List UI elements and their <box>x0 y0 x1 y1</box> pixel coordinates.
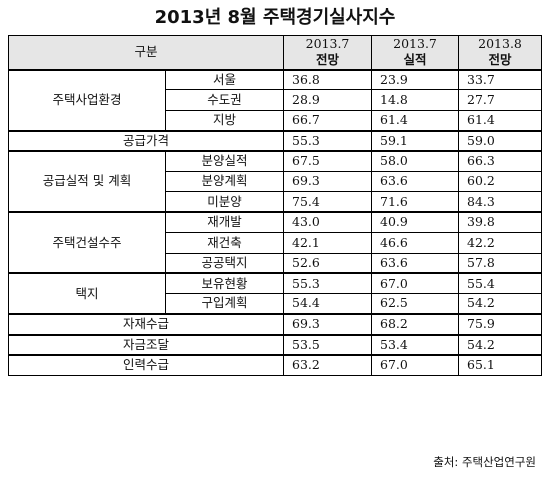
cell-value: 67.5 <box>283 150 373 172</box>
cell-value: 36.8 <box>283 68 373 91</box>
cell-value: 75.9 <box>458 313 543 336</box>
table-row: 주택사업환경 서울 36.8 23.9 33.7 <box>8 68 543 132</box>
cell-value: 63.6 <box>371 252 460 274</box>
cell-value: 57.8 <box>458 252 543 274</box>
cell-value: 43.0 <box>283 211 373 234</box>
table-row: 택지 보유현황 55.3 67.0 55.4 <box>8 272 543 315</box>
cell-value: 53.5 <box>283 333 373 356</box>
group-label-housing-env: 주택사업환경 <box>8 68 166 132</box>
cell-value: 59.0 <box>458 129 543 152</box>
row-label: 재개발 <box>164 211 285 234</box>
row-label-supply-price: 공급가격 <box>7 129 285 152</box>
cell-value: 54.4 <box>283 293 373 315</box>
cell-value: 69.3 <box>283 313 373 336</box>
row-label: 서울 <box>164 68 285 91</box>
cell-value: 58.0 <box>371 150 460 172</box>
cell-value: 66.3 <box>458 150 543 172</box>
cell-value: 75.4 <box>283 191 373 213</box>
table-row: 자금조달 53.5 53.4 54.2 <box>7 333 543 356</box>
table-row: 자재수급 69.3 68.2 75.9 <box>7 313 543 336</box>
table-row: 공급실적 및 계획 분양실적 67.5 58.0 66.3 <box>8 150 543 213</box>
row-label: 지방 <box>164 109 285 132</box>
group-label-construction: 주택건설수주 <box>8 211 166 274</box>
row-label: 미분양 <box>164 191 285 213</box>
row-label: 수도권 <box>164 89 285 111</box>
cell-value: 52.6 <box>283 252 373 274</box>
header-col-3-period: 2013.8 <box>478 36 522 52</box>
cell-value: 54.2 <box>458 293 543 315</box>
group-label-supply-perf: 공급실적 및 계획 <box>8 150 166 213</box>
group-label-land: 택지 <box>8 272 166 315</box>
table-row: 구입계획 54.4 62.5 54.2 <box>9 293 543 315</box>
cell-value: 53.4 <box>371 333 460 356</box>
cell-value: 63.2 <box>283 353 373 376</box>
cell-value: 69.3 <box>283 170 373 193</box>
cell-value: 63.6 <box>371 170 460 193</box>
source-note: 출처: 주택산업연구원 <box>433 455 536 469</box>
header-col-1: 2013.7 전망 <box>283 35 373 70</box>
cell-value: 33.7 <box>458 68 543 91</box>
header-col-1-period: 2013.7 <box>305 36 350 52</box>
row-label: 재건축 <box>164 232 285 254</box>
header-col-2-period: 2013.7 <box>393 36 437 52</box>
table-row: 재건축 42.1 46.6 42.2 <box>9 232 543 254</box>
row-label: 보유현황 <box>164 272 285 295</box>
cell-value: 42.1 <box>283 232 373 254</box>
cell-value: 68.2 <box>371 313 460 336</box>
cell-value: 65.1 <box>458 353 543 376</box>
cell-value: 71.6 <box>371 191 460 213</box>
cell-value: 14.8 <box>371 89 460 111</box>
header-col-2-type: 실적 <box>403 52 427 68</box>
table-row: 미분양 75.4 71.6 84.3 <box>9 191 543 213</box>
cell-value: 27.7 <box>458 89 543 111</box>
header-col-3-type: 전망 <box>488 52 512 68</box>
row-label-labor: 인력수급 <box>7 353 285 376</box>
cell-value: 84.3 <box>458 191 543 213</box>
header-col-3: 2013.8 전망 <box>458 35 543 70</box>
cell-value: 60.2 <box>458 170 543 193</box>
cell-value: 61.4 <box>458 109 543 132</box>
cell-value: 46.6 <box>371 232 460 254</box>
row-label-materials: 자재수급 <box>7 313 285 336</box>
table-row: 공급가격 55.3 59.1 59.0 <box>7 129 543 152</box>
row-label: 공공택지 <box>164 252 285 274</box>
header-col-1-type: 전망 <box>316 52 340 68</box>
cell-value: 62.5 <box>371 293 460 315</box>
cell-value: 55.3 <box>283 129 373 152</box>
cell-value: 59.1 <box>371 129 460 152</box>
cell-value: 40.9 <box>371 211 460 234</box>
cell-value: 23.9 <box>371 68 460 91</box>
cell-value: 67.0 <box>371 353 460 376</box>
table-header-row: 구분 2013.7 전망 2013.7 실적 2013.8 전망 <box>7 35 543 70</box>
cell-value: 28.9 <box>283 89 373 111</box>
cell-value: 66.7 <box>283 109 373 132</box>
table-row: 인력수급 63.2 67.0 65.1 <box>7 353 543 376</box>
cell-value: 54.2 <box>458 333 543 356</box>
header-category: 구분 <box>7 35 285 70</box>
table-row: 주택건설수주 재개발 43.0 40.9 39.8 <box>8 211 543 274</box>
row-label: 분양계획 <box>164 170 285 193</box>
bsi-table: 구분 2013.7 전망 2013.7 실적 2013.8 전망 주택사업환경 … <box>7 35 543 376</box>
header-col-2: 2013.7 실적 <box>371 35 460 70</box>
cell-value: 42.2 <box>458 232 543 254</box>
page-title: 2013년 8월 주택경기실사지수 <box>154 7 396 28</box>
row-label: 분양실적 <box>164 150 285 172</box>
cell-value: 67.0 <box>371 272 460 295</box>
cell-value: 55.4 <box>458 272 543 295</box>
row-label: 구입계획 <box>164 293 285 315</box>
table-row: 공공택지 52.6 63.6 57.8 <box>9 252 543 274</box>
cell-value: 39.8 <box>458 211 543 234</box>
row-label-funding: 자금조달 <box>7 333 285 356</box>
cell-value: 55.3 <box>283 272 373 295</box>
cell-value: 61.4 <box>371 109 460 132</box>
table-row: 분양계획 69.3 63.6 60.2 <box>9 170 543 193</box>
